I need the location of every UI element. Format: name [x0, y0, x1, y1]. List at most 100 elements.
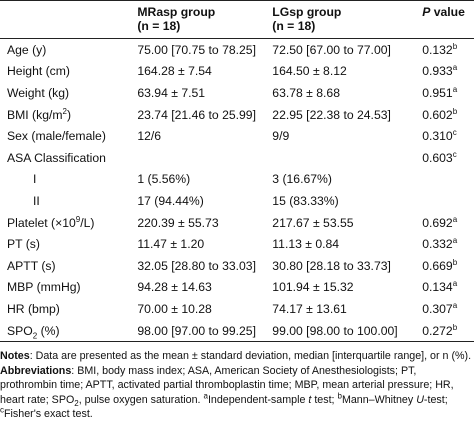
abbreviations-label: Abbreviations	[0, 364, 72, 377]
table-row: I 1 (5.56%) 3 (16.67%)	[0, 169, 474, 191]
row-label: ASA Classification	[0, 147, 137, 169]
lgsp-value: 99.00 [98.00 to 100.00]	[272, 323, 398, 338]
lgsp-value: 101.94 ± 15.32	[272, 280, 354, 295]
row-label: Platelet (×109/L)	[0, 212, 137, 234]
mrasp-value: 11.47 ± 1.20	[137, 237, 205, 252]
p-value-cell: 0.272b	[422, 320, 474, 342]
header-p-letter: P	[422, 5, 431, 19]
table-row: MBP (mmHg) 94.28 ± 14.63 101.94 ± 15.32 0.1…	[0, 277, 474, 299]
p-value-test-mark: c	[452, 128, 457, 138]
abbreviations-paragraph: Abbreviations: BMI, body mass index; ASA…	[0, 364, 474, 422]
row-label-subscript: 2	[32, 330, 38, 340]
row-label-text: ASA Classification	[7, 150, 106, 165]
p-value: 0.272	[422, 323, 453, 338]
row-label-superscript: 9	[75, 214, 81, 224]
row-label: MBP (mmHg)	[0, 277, 137, 299]
footnote-b-u: U	[416, 393, 424, 406]
table-row: II 17 (94.44%) 15 (83.33%)	[0, 190, 474, 212]
p-value-cell: 0.603c	[422, 147, 474, 169]
table-row: HR (bmp) 70.00 ± 10.28 74.17 ± 13.61 0.307a	[0, 298, 474, 320]
lgsp-value: 164.50 ± 8.12	[272, 64, 347, 79]
row-label: APTT (s)	[0, 255, 137, 277]
p-value-test-mark: b	[452, 257, 458, 267]
row-label-text: APTT (s)	[7, 258, 56, 273]
row-label: SPO2 (%)	[0, 320, 137, 342]
table-row: BMI (kg/m2) 23.74 [21.46 to 25.99] 22.95 […	[0, 104, 474, 126]
lgsp-value: 15 (83.33%)	[272, 193, 339, 208]
p-value-cell: 0.692a	[422, 212, 474, 234]
lgsp-value: 72.50 [67.00 to 77.00]	[272, 42, 391, 57]
table-notes: Notes: Data are presented as the mean ± …	[0, 349, 474, 422]
abbreviations-text-2: , pulse oxygen saturation.	[78, 393, 204, 406]
row-label-text: Age (y)	[7, 42, 47, 57]
row-label-text: II	[33, 193, 40, 208]
header-lgsp-n: (n = 18)	[272, 19, 316, 33]
footnote-b-text: Mann–Whitney	[341, 393, 417, 406]
header-p-value: P value	[422, 1, 474, 39]
row-label: Weight (kg)	[0, 82, 137, 104]
table-row: Sex (male/female) 12/6 9/9 0.310c	[0, 125, 474, 147]
mrasp-value: 94.28 ± 14.63	[137, 280, 212, 295]
p-value-cell: 0.307a	[422, 298, 474, 320]
p-value-cell: 0.332a	[422, 233, 474, 255]
row-label-text: I	[33, 172, 37, 187]
row-label: Height (cm)	[0, 61, 137, 83]
notes-text: : Data are presented as the mean ± stand…	[29, 350, 472, 362]
header-empty	[0, 1, 137, 39]
header-mrasp-name: MRasp group	[137, 5, 216, 19]
mrasp-value: 32.05 [28.80 to 33.03]	[137, 258, 256, 273]
mrasp-value: 1 (5.56%)	[137, 172, 191, 187]
row-label: Age (y)	[0, 39, 137, 61]
p-value-cell: 0.602b	[422, 104, 474, 126]
header-mrasp-n: (n = 18)	[137, 19, 181, 33]
row-label-suffix: /L)	[80, 215, 95, 230]
p-value-test-mark: a	[452, 300, 458, 310]
p-value: 0.134	[422, 280, 453, 295]
row-label-text: HR (bmp)	[7, 301, 60, 316]
table-header-row: MRasp group (n = 18) LGsp group (n = 18)…	[0, 0, 474, 39]
p-value-cell	[422, 190, 474, 212]
row-label-text: MBP (mmHg)	[7, 280, 81, 295]
footnote-a-t: t	[308, 393, 312, 406]
row-label: II	[0, 190, 137, 212]
p-value: 0.602	[422, 107, 453, 122]
p-value: 0.933	[422, 64, 453, 79]
row-label: HR (bmp)	[0, 298, 137, 320]
table-body: Age (y) 75.00 [70.75 to 78.25] 72.50 [67.0…	[0, 39, 474, 342]
p-value-cell	[422, 169, 474, 191]
row-label-text: Height (cm)	[7, 64, 70, 79]
footnote-b-end: -test;	[423, 393, 448, 406]
p-value: 0.132	[422, 42, 453, 57]
p-value-test-mark: b	[452, 106, 458, 116]
p-value: 0.307	[422, 301, 453, 316]
mrasp-value: 98.00 [97.00 to 99.25]	[137, 323, 256, 338]
p-value-test-mark: b	[452, 322, 458, 332]
header-mrasp-group: MRasp group (n = 18)	[137, 1, 272, 39]
table-row: PT (s) 11.47 ± 1.20 11.13 ± 0.84 0.332a	[0, 233, 474, 255]
notes-label: Notes	[0, 350, 30, 362]
mrasp-value: 17 (94.44%)	[137, 193, 204, 208]
p-value-cell: 0.951a	[422, 82, 474, 104]
footnote-c-text: Fisher's exact test.	[4, 408, 93, 420]
row-label-suffix: )	[66, 107, 72, 122]
p-value-cell: 0.933a	[422, 61, 474, 83]
table-row: Weight (kg) 63.94 ± 7.51 63.78 ± 8.68 0.951…	[0, 82, 474, 104]
row-label-superscript: 2	[62, 106, 67, 116]
row-label: Sex (male/female)	[0, 125, 137, 147]
lgsp-value: 22.95 [22.38 to 24.53]	[272, 107, 391, 122]
p-value: 0.332	[422, 237, 453, 252]
row-label-text: Sex (male/female)	[7, 129, 106, 144]
header-value-word: value	[433, 5, 465, 19]
table-row: APTT (s) 32.05 [28.80 to 33.03] 30.80 [28.…	[0, 255, 474, 277]
p-value-test-mark: a	[452, 279, 458, 289]
lgsp-value: 11.13 ± 0.84	[272, 237, 340, 252]
notes-paragraph: Notes: Data are presented as the mean ± …	[0, 349, 474, 364]
p-value-test-mark: a	[452, 236, 458, 246]
lgsp-value	[272, 147, 422, 169]
p-value-test-mark: a	[452, 84, 458, 94]
row-label-text: BMI (kg/m	[7, 107, 63, 122]
lgsp-value: 30.80 [28.18 to 33.73]	[272, 258, 391, 273]
comparison-table: MRasp group (n = 18) LGsp group (n = 18)…	[0, 0, 474, 342]
table-row: Age (y) 75.00 [70.75 to 78.25] 72.50 [67.0…	[0, 39, 474, 61]
